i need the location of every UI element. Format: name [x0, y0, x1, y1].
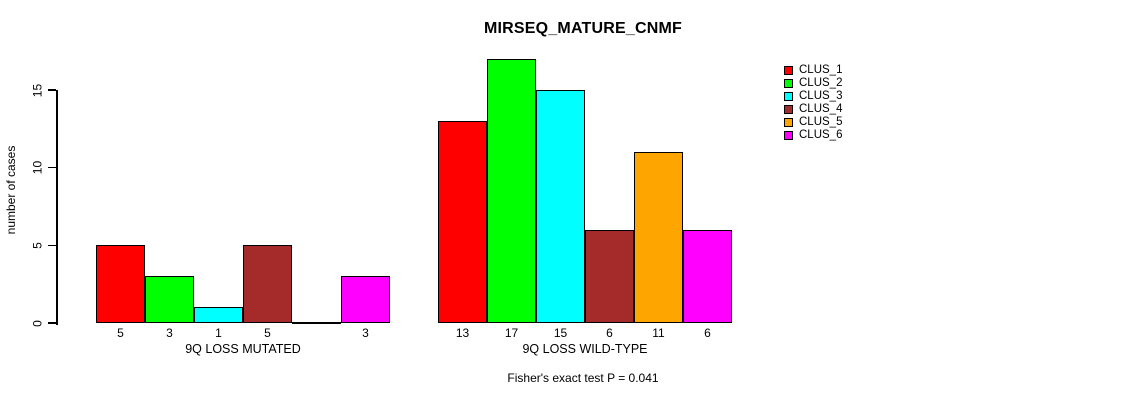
legend-swatch-CLUS_3 — [784, 92, 793, 101]
bar-value-label: 17 — [504, 326, 519, 340]
bar-CLUS_1 — [96, 245, 145, 323]
y-axis-tick — [48, 244, 56, 247]
bar-value-label: 11 — [652, 326, 665, 340]
legend-label-CLUS_3: CLUS_3 — [799, 90, 843, 102]
legend-swatch-CLUS_6 — [784, 131, 793, 140]
legend-swatch-CLUS_2 — [784, 79, 793, 88]
bar-value-label: 5 — [117, 326, 124, 340]
bar-CLUS_6 — [683, 229, 732, 323]
bar-value-label: 3 — [166, 326, 173, 340]
y-axis-tick-label: 15 — [30, 83, 45, 97]
bar-value-label: 13 — [455, 326, 470, 340]
bar-CLUS_2 — [145, 276, 194, 323]
legend-swatch-CLUS_5 — [784, 118, 793, 127]
bar-value-label: 6 — [606, 326, 613, 340]
annotation-fisher-test: Fisher's exact test P = 0.041 — [507, 371, 659, 385]
y-axis-tick-label: 5 — [30, 241, 45, 249]
bar-CLUS_1 — [438, 121, 487, 323]
legend-label-CLUS_6: CLUS_6 — [799, 129, 843, 141]
y-axis-tick-label: 0 — [30, 319, 45, 327]
bar-CLUS_2 — [487, 58, 536, 323]
bar-CLUS_3 — [194, 307, 243, 323]
bar-value-label: 1 — [215, 326, 222, 340]
bar-value-label: 15 — [553, 326, 568, 340]
bar-zero-CLUS_5 — [292, 322, 341, 324]
bar-CLUS_3 — [536, 90, 585, 323]
x-group-label: 9Q LOSS MUTATED — [185, 342, 301, 356]
bar-value-label: 6 — [704, 326, 711, 340]
y-axis-tick — [48, 166, 56, 169]
bar-CLUS_5 — [634, 152, 683, 323]
legend-label-CLUS_1: CLUS_1 — [799, 64, 843, 76]
y-axis-tick-label: 10 — [30, 160, 45, 175]
x-group-label: 9Q LOSS WILD-TYPE — [522, 342, 648, 356]
chart-title: MIRSEQ_MATURE_CNMF — [484, 20, 682, 37]
y-axis-title: number of cases — [4, 145, 18, 235]
legend-label-CLUS_5: CLUS_5 — [799, 116, 843, 128]
legend-label-CLUS_4: CLUS_4 — [799, 103, 843, 115]
bar-value-label: 3 — [362, 326, 369, 340]
legend-swatch-CLUS_4 — [784, 105, 793, 114]
bar-CLUS_4 — [585, 229, 634, 323]
y-axis-line — [56, 90, 58, 325]
bar-CLUS_4 — [243, 245, 292, 323]
bar-value-label: 5 — [264, 326, 271, 340]
legend-label-CLUS_2: CLUS_2 — [799, 77, 843, 89]
y-axis-tick — [48, 89, 56, 91]
bar-CLUS_6 — [341, 276, 390, 323]
legend-swatch-CLUS_1 — [784, 66, 793, 75]
y-axis-tick — [48, 322, 56, 324]
